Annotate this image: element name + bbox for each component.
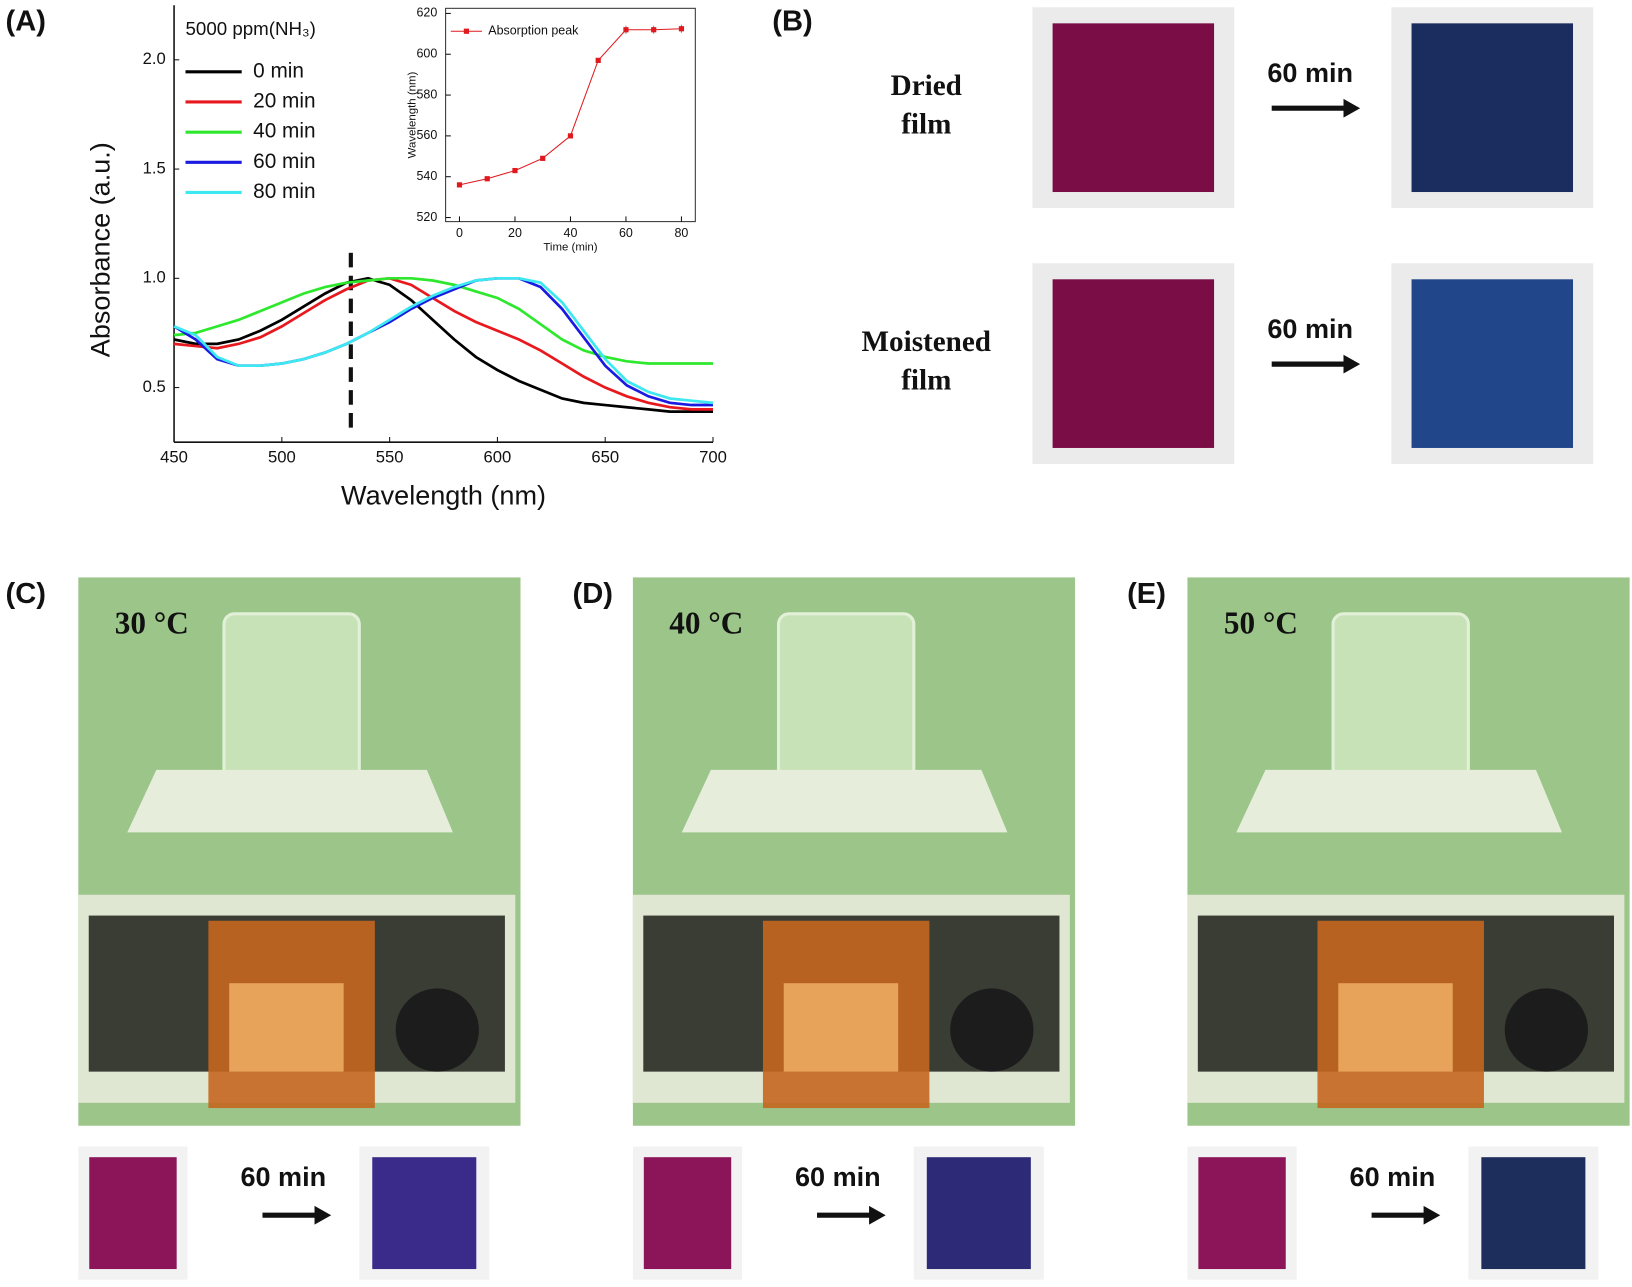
- data-point: [567, 133, 574, 139]
- y-tick-label: 2.0: [143, 49, 166, 68]
- film-label: Dried: [891, 70, 962, 102]
- x-tick-label: 0: [456, 226, 463, 240]
- display: [1338, 983, 1453, 1072]
- temperature-label: 50 °C: [1224, 605, 1298, 640]
- film: [372, 1157, 477, 1270]
- arrow-label: 60 min: [1267, 314, 1353, 344]
- y-tick-label: 580: [416, 87, 437, 101]
- x-tick-label: 20: [508, 226, 522, 240]
- legend-label: 60 min: [253, 150, 315, 173]
- arrow-head: [1343, 354, 1361, 374]
- film: [1052, 279, 1215, 448]
- film-label: Moistened: [862, 326, 991, 358]
- temperature-label: 30 °C: [115, 605, 189, 640]
- y-tick-label: 620: [416, 6, 437, 20]
- legend-label: 40 min: [253, 120, 315, 143]
- data-point: [484, 176, 490, 182]
- data-point: [512, 167, 518, 174]
- data-point: [678, 26, 685, 32]
- inset-frame: [445, 7, 696, 223]
- x-tick-label: 650: [591, 447, 619, 466]
- arrow-label: 60 min: [1350, 1162, 1436, 1192]
- legend-label: 80 min: [253, 180, 315, 203]
- arrow-label: 60 min: [1267, 58, 1353, 88]
- legend-label: 0 min: [253, 59, 304, 82]
- x-tick-label: 450: [160, 447, 188, 466]
- temperature-label: 40 °C: [669, 605, 743, 640]
- film: [1481, 1157, 1586, 1270]
- display: [783, 983, 899, 1072]
- data-point: [651, 27, 657, 33]
- data-line: [173, 276, 713, 365]
- x-tick-label: 80: [675, 226, 689, 240]
- data-point: [540, 155, 546, 161]
- y-tick-label: 0.5: [143, 377, 166, 396]
- y-tick-label: 1.0: [143, 268, 166, 287]
- film: [1411, 23, 1574, 193]
- data-line: [173, 276, 714, 405]
- panel-label: (B): [772, 6, 812, 38]
- y-tick-label: 560: [416, 128, 437, 142]
- knob: [1504, 988, 1588, 1072]
- panel-label: (E): [1127, 578, 1166, 610]
- data-line: [173, 276, 713, 411]
- film-label: film: [901, 365, 951, 397]
- arrow-head: [1423, 1205, 1441, 1225]
- x-tick-label: 40: [564, 226, 578, 240]
- arrow-head: [869, 1205, 886, 1225]
- arrow-head: [314, 1205, 332, 1225]
- film: [926, 1157, 1031, 1270]
- y-tick-label: 1.5: [143, 158, 166, 177]
- hotplate-top: [681, 769, 1008, 833]
- x-tick-label: 500: [268, 447, 296, 466]
- legend-label: 20 min: [253, 89, 315, 112]
- data-line: [173, 276, 713, 407]
- x-tick-label: 550: [376, 447, 404, 466]
- display: [229, 983, 344, 1072]
- film: [89, 1157, 177, 1270]
- arrow-head: [1343, 98, 1361, 118]
- panel-label: (A): [6, 6, 46, 38]
- data-line: [173, 276, 713, 413]
- y-tick-label: 600: [416, 47, 437, 61]
- y-tick-label: 540: [416, 169, 437, 183]
- data-point: [456, 182, 463, 188]
- panel-label: (C): [6, 578, 46, 610]
- knob: [395, 988, 479, 1072]
- panel-label: (D): [573, 578, 613, 610]
- legend-marker: [463, 28, 470, 34]
- legend-label: Absorption peak: [488, 24, 579, 38]
- film: [1411, 279, 1574, 448]
- arrow-label: 60 min: [795, 1162, 881, 1192]
- x-axis-label: Time (min): [543, 242, 597, 254]
- y-tick-label: 520: [416, 210, 437, 224]
- data-point: [595, 57, 601, 63]
- film: [643, 1157, 732, 1270]
- data-point: [623, 27, 629, 33]
- legend-title: 5000 ppm(NH₃): [186, 18, 316, 39]
- hotplate-top: [1236, 769, 1562, 833]
- x-axis-label: Wavelength (nm): [341, 480, 546, 510]
- film-label: film: [901, 109, 951, 141]
- x-tick-label: 700: [699, 447, 727, 466]
- arrow-label: 60 min: [240, 1162, 326, 1192]
- x-tick-label: 60: [619, 226, 633, 240]
- hotplate-top: [127, 769, 453, 833]
- y-axis-label: Absorbance (a.u.): [85, 142, 115, 357]
- knob: [950, 988, 1034, 1072]
- film: [1198, 1157, 1286, 1270]
- y-axis-label: Wavelength (nm): [406, 71, 418, 158]
- x-tick-label: 600: [484, 447, 512, 466]
- film: [1052, 23, 1215, 193]
